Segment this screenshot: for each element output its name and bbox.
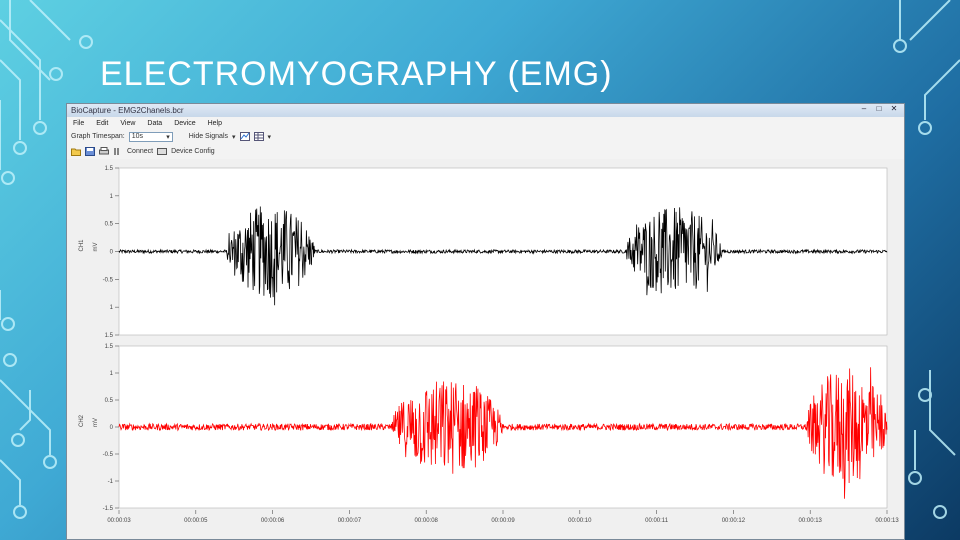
y-tick-label: 1 bbox=[110, 305, 114, 311]
x-tick-label: 00:00:06 bbox=[261, 518, 285, 524]
table-icon[interactable] bbox=[253, 132, 264, 141]
print-icon[interactable] bbox=[99, 147, 109, 156]
toolbar-timespan: Graph Timespan: 10s ▾ Hide Signals ▾ ▾ bbox=[67, 129, 904, 144]
menu-help[interactable]: Help bbox=[207, 119, 222, 127]
y-tick-label: -0.5 bbox=[103, 452, 114, 458]
menu-device[interactable]: Device bbox=[174, 119, 196, 127]
channel-label: CH1 bbox=[79, 239, 85, 252]
window-titlebar[interactable]: BioCapture - EMG2Chanels.bcr – □ ✕ bbox=[67, 104, 904, 117]
device-config-icon bbox=[157, 148, 168, 155]
y-axis-label: mV bbox=[93, 243, 99, 252]
x-tick-label: 00:00:11 bbox=[645, 518, 669, 524]
y-tick-label: -1 bbox=[108, 479, 114, 485]
graph-timespan-select[interactable]: 10s ▾ bbox=[128, 131, 173, 142]
emg-chart: CH1 mV 1.5 1 0.5 0 -0.5 1 1.5 CH2 mV 1.5 1 0.5 0 -0.5 -1… bbox=[79, 166, 899, 524]
x-tick-label: 00:00:03 bbox=[107, 518, 131, 524]
window-title: BioCapture - EMG2Chanels.bcr bbox=[71, 106, 184, 115]
close-icon[interactable]: ✕ bbox=[890, 104, 898, 113]
y-tick-label: -0.5 bbox=[103, 277, 114, 283]
connect-icon bbox=[114, 148, 119, 155]
menu-edit[interactable]: Edit bbox=[96, 119, 109, 127]
channel-label: CH2 bbox=[79, 414, 85, 427]
x-tick-label: 00:00:10 bbox=[568, 518, 592, 524]
toolbar-actions: Connect Device Config bbox=[67, 144, 904, 159]
x-tick-label: 00:00:05 bbox=[184, 518, 208, 524]
x-tick-label: 00:00:12 bbox=[722, 518, 746, 524]
y-tick-label: 1 bbox=[110, 194, 114, 200]
ch1-signal-line bbox=[118, 206, 888, 306]
save-icon[interactable] bbox=[85, 147, 95, 156]
y-tick-label: 0 bbox=[110, 250, 114, 256]
x-tick-label: 00:00:13 bbox=[875, 518, 899, 524]
slide-title: ELECTROMYOGRAPHY (EMG) bbox=[100, 55, 613, 93]
menu-view[interactable]: View bbox=[120, 119, 136, 127]
biocapture-window: BioCapture - EMG2Chanels.bcr – □ ✕ File … bbox=[66, 103, 905, 540]
chevron-down-icon[interactable]: ▾ bbox=[267, 133, 272, 141]
hide-signals-button[interactable]: Hide Signals bbox=[188, 133, 229, 140]
x-tick-label: 00:00:08 bbox=[415, 518, 439, 524]
y-tick-label: 1.5 bbox=[105, 166, 114, 172]
y-tick-label: 0.5 bbox=[105, 222, 114, 228]
y-tick-label: 0.5 bbox=[105, 398, 114, 404]
y-tick-label: 1 bbox=[110, 371, 114, 377]
device-config-button[interactable]: Device Config bbox=[171, 148, 215, 155]
menu-bar: File Edit View Data Device Help bbox=[67, 117, 904, 129]
chevron-down-icon[interactable]: ▾ bbox=[232, 133, 236, 141]
x-tick-label: 00:00:09 bbox=[491, 518, 515, 524]
minimize-icon[interactable]: – bbox=[861, 104, 867, 113]
y-tick-label: 1.5 bbox=[105, 333, 114, 339]
chevron-down-icon: ▾ bbox=[166, 133, 170, 141]
x-tick-label: 00:00:13 bbox=[799, 518, 823, 524]
y-tick-label: 0 bbox=[110, 425, 114, 431]
connect-button[interactable]: Connect bbox=[127, 148, 154, 155]
chart-area: CH1 mV 1.5 1 0.5 0 -0.5 1 1.5 CH2 mV 1.5 1 0.5 0 -0.5 -1… bbox=[67, 160, 904, 539]
menu-file[interactable]: File bbox=[73, 119, 85, 127]
y-tick-label: -1.5 bbox=[103, 506, 114, 512]
graph-timespan-value: 10s bbox=[131, 133, 143, 140]
y-tick-label: 1.5 bbox=[105, 344, 114, 350]
graph-timespan-label: Graph Timespan: bbox=[71, 133, 125, 140]
x-tick-label: 00:00:07 bbox=[338, 518, 362, 524]
ch2-signal-line bbox=[118, 367, 888, 499]
chart-icon[interactable] bbox=[239, 132, 250, 141]
menu-data[interactable]: Data bbox=[147, 119, 163, 127]
maximize-icon[interactable]: □ bbox=[876, 104, 882, 113]
y-axis-label: mV bbox=[93, 418, 99, 427]
open-folder-icon[interactable] bbox=[71, 147, 81, 156]
